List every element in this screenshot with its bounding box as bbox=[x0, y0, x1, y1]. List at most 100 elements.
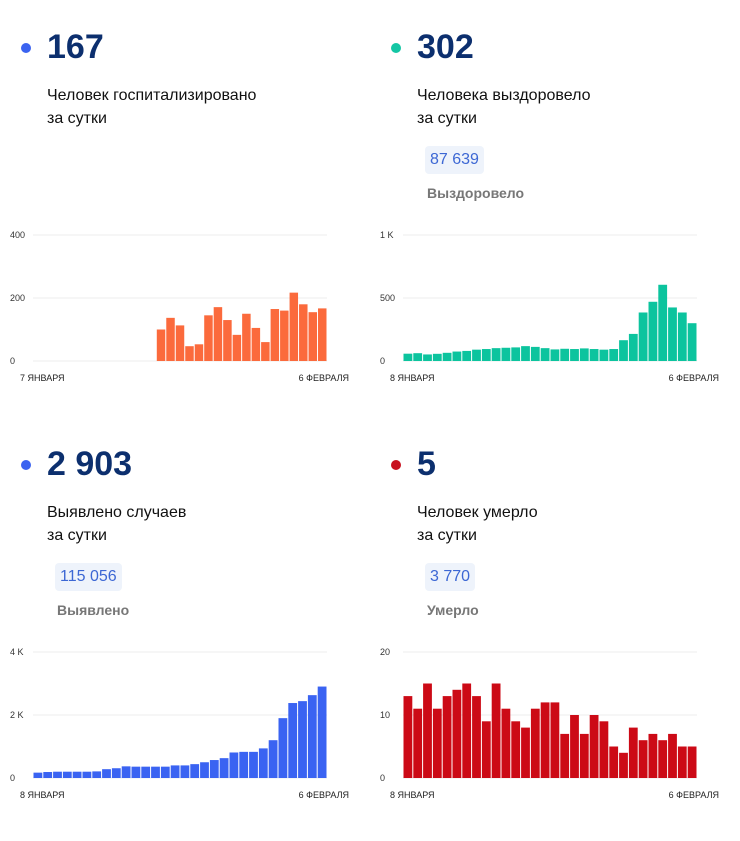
panel-cases: 2 903 Выявлено случаев за сутки 115 056 Выя… bbox=[0, 417, 370, 834]
bar bbox=[121, 766, 131, 778]
legend-dot bbox=[391, 460, 401, 470]
daily-value: 302 bbox=[417, 28, 474, 66]
bar bbox=[33, 772, 43, 778]
bar bbox=[442, 696, 452, 778]
bar bbox=[658, 740, 668, 778]
bar bbox=[111, 768, 121, 778]
panel-recovered: 302 Человека выздоровело за сутки 87 639 Вы… bbox=[370, 0, 740, 417]
bar bbox=[481, 349, 491, 361]
panel-deaths: 5 Человек умерло за сутки 3 770 Умерло 0 10 20… bbox=[370, 417, 740, 834]
bar bbox=[570, 715, 579, 778]
bar bbox=[289, 292, 299, 361]
bar bbox=[268, 740, 278, 778]
y-tick-label: 1 K bbox=[380, 230, 394, 240]
bar bbox=[560, 733, 570, 778]
x-start-label: 8 ЯНВАРЯ bbox=[390, 373, 435, 383]
bar bbox=[261, 342, 270, 361]
y-tick-label: 500 bbox=[380, 293, 395, 303]
label-line: за сутки bbox=[417, 110, 477, 127]
bar bbox=[185, 346, 194, 361]
label-line: Человек умерло bbox=[417, 504, 538, 521]
bar bbox=[462, 683, 472, 778]
bar bbox=[160, 766, 170, 778]
bar bbox=[82, 771, 92, 778]
label-line: Выявлено случаев bbox=[47, 504, 187, 521]
total-label: Выявлено bbox=[57, 602, 130, 618]
bar bbox=[589, 715, 599, 778]
bar bbox=[270, 309, 280, 361]
bar bbox=[619, 752, 628, 778]
bar bbox=[599, 349, 609, 361]
y-tick-label: 0 bbox=[380, 773, 385, 783]
bar bbox=[423, 354, 432, 361]
bar bbox=[472, 349, 481, 361]
label-line: за сутки bbox=[47, 110, 107, 127]
bar bbox=[156, 329, 166, 361]
legend-dot bbox=[21, 460, 31, 470]
bar bbox=[619, 340, 628, 361]
bar bbox=[491, 683, 501, 778]
bar bbox=[668, 733, 677, 778]
bar bbox=[288, 703, 298, 778]
bar bbox=[166, 317, 175, 361]
bar bbox=[62, 771, 72, 778]
bar bbox=[223, 320, 232, 361]
bar bbox=[462, 350, 472, 361]
bar bbox=[239, 751, 249, 778]
bar bbox=[209, 760, 219, 778]
bar bbox=[491, 348, 501, 361]
bar bbox=[579, 733, 589, 778]
bar bbox=[249, 751, 258, 778]
bar bbox=[432, 708, 442, 778]
bar-chart: 0 200 400 7 ЯНВАРЯ 6 ФЕВРАЛЯ bbox=[10, 230, 349, 383]
metric-label: Человека выздоровело за сутки bbox=[417, 84, 590, 130]
bar bbox=[194, 344, 204, 361]
bar bbox=[501, 708, 511, 778]
bar bbox=[190, 764, 200, 778]
label-line: Человек госпитализировано bbox=[47, 87, 257, 104]
bar bbox=[687, 746, 697, 778]
bar bbox=[318, 308, 327, 361]
bar bbox=[609, 349, 619, 361]
bar bbox=[628, 727, 638, 778]
bar bbox=[298, 701, 307, 778]
panel-hospitalized: 167 Человек госпитализировано за сутки 0 20… bbox=[0, 0, 370, 417]
bar bbox=[521, 727, 530, 778]
bar bbox=[648, 301, 658, 361]
bar bbox=[151, 766, 160, 778]
bar bbox=[677, 312, 687, 361]
bar bbox=[550, 702, 560, 778]
label-line: за сутки bbox=[47, 527, 107, 544]
total-label: Выздоровело bbox=[427, 185, 525, 201]
bar bbox=[251, 327, 261, 361]
bar bbox=[432, 353, 442, 361]
bar bbox=[92, 771, 102, 778]
label-line: Человека выздоровело bbox=[417, 87, 591, 104]
bar bbox=[628, 333, 638, 361]
metric-label: Человек умерло за сутки bbox=[417, 501, 538, 547]
bar bbox=[540, 702, 550, 778]
bar bbox=[472, 696, 481, 778]
daily-value: 5 bbox=[417, 445, 436, 483]
total-badge: 3 770 bbox=[425, 563, 476, 591]
bar bbox=[413, 708, 423, 778]
bar bbox=[530, 346, 540, 361]
metric-label: Человек госпитализировано за сутки bbox=[47, 84, 256, 130]
legend-dot bbox=[391, 43, 401, 53]
bar bbox=[550, 349, 560, 361]
bar bbox=[403, 353, 413, 361]
bar bbox=[638, 312, 648, 361]
bar bbox=[452, 351, 462, 361]
daily-value: 167 bbox=[47, 28, 104, 66]
bar bbox=[452, 689, 462, 778]
bar bbox=[589, 349, 599, 361]
y-tick-label: 20 bbox=[380, 647, 390, 657]
bar-chart: 0 2 K 4 K 8 ЯНВАРЯ 6 ФЕВРАЛЯ bbox=[10, 647, 349, 800]
bar bbox=[53, 771, 62, 778]
bar bbox=[403, 696, 413, 778]
total-badge: 115 056 bbox=[55, 563, 122, 591]
bar bbox=[307, 695, 317, 778]
daily-value: 2 903 bbox=[47, 445, 133, 483]
bar bbox=[242, 313, 251, 361]
bar bbox=[609, 746, 619, 778]
